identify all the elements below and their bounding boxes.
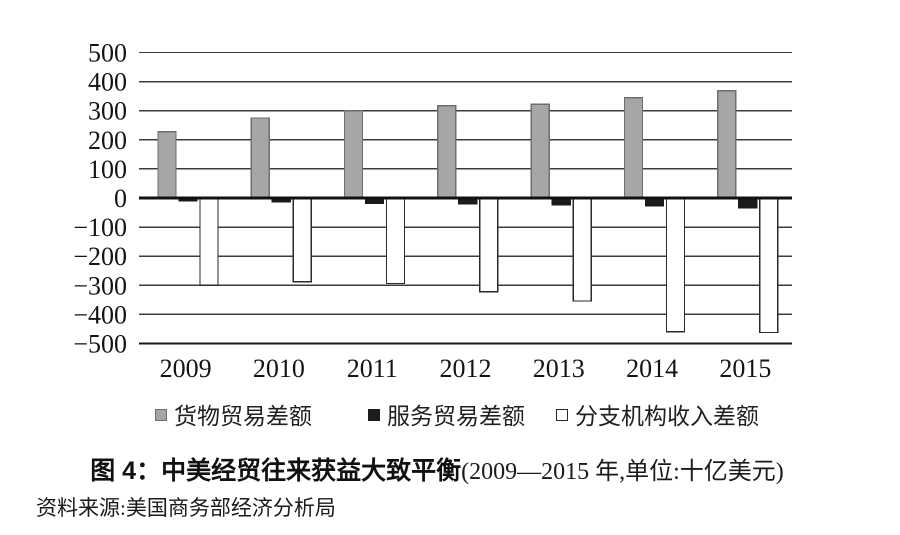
goods-series-swatch-icon	[155, 409, 167, 421]
y-tick-label: 200	[88, 126, 127, 155]
x-tick-label: 2013	[533, 354, 585, 383]
x-tick-label: 2011	[347, 354, 398, 383]
y-tick-label: 400	[88, 68, 127, 97]
x-tick-label: 2014	[626, 354, 678, 383]
x-tick-label: 2015	[719, 354, 771, 383]
x-tick-label: 2012	[440, 354, 492, 383]
figure-caption: 图 4：中美经贸往来获益大致平衡(2009—2015 年,单位:十亿美元)	[0, 451, 874, 487]
legend-label-services-trade: 服务贸易差额	[387, 404, 525, 429]
services-series-swatch-icon	[368, 409, 380, 421]
y-tick-label: −500	[73, 330, 127, 359]
x-tick-label: 2009	[160, 354, 212, 383]
y-tick-label: 100	[88, 155, 127, 184]
bar-2013-series2	[572, 197, 592, 302]
legend-item-goods-trade: 货物贸易差额	[155, 397, 312, 431]
legend-label-goods-trade: 货物贸易差额	[174, 404, 312, 429]
bar-2013-series0	[530, 103, 550, 199]
y-tick-label: 500	[88, 39, 127, 68]
legend-label-branch-income: 分支机构收入差额	[575, 404, 759, 429]
y-tick-label: 0	[114, 184, 127, 213]
legend-item-branch-income: 分支机构收入差额	[556, 397, 759, 431]
chart-legend: 货物贸易差额 服务贸易差额 分支机构收入差额	[0, 397, 900, 429]
y-tick-label: −400	[73, 300, 127, 329]
figure-caption-subtitle: (2009—2015 年,单位:十亿美元)	[461, 459, 784, 485]
legend-item-services-trade: 服务贸易差额	[368, 397, 525, 431]
y-tick-label: −100	[73, 213, 127, 242]
bar-2011-series0	[343, 110, 364, 199]
branch-series-swatch-icon	[556, 409, 568, 421]
bar-2015-series2	[759, 197, 779, 334]
bar-2014-series2	[665, 197, 686, 333]
bar-2010-series2	[292, 197, 312, 283]
x-tick-label: 2010	[253, 354, 305, 383]
bar-2012-series0	[437, 105, 457, 199]
y-tick-label: −300	[73, 271, 127, 300]
source-note: 资料来源:美国商务部经济分析局	[36, 496, 336, 520]
figure-caption-title: 图 4：中美经贸往来获益大致平衡	[90, 457, 462, 485]
bar-2015-series0	[717, 89, 737, 199]
bar-2009-series2	[199, 197, 219, 286]
y-tick-label: 300	[88, 97, 127, 126]
y-tick-label: −200	[73, 242, 127, 271]
bar-2014-series0	[623, 97, 644, 199]
bar-2011-series2	[385, 197, 406, 285]
bar-2009-series0	[157, 131, 177, 199]
bar-2012-series2	[479, 197, 499, 293]
bar-2010-series0	[250, 117, 270, 199]
bar-2015-series1	[738, 197, 758, 209]
